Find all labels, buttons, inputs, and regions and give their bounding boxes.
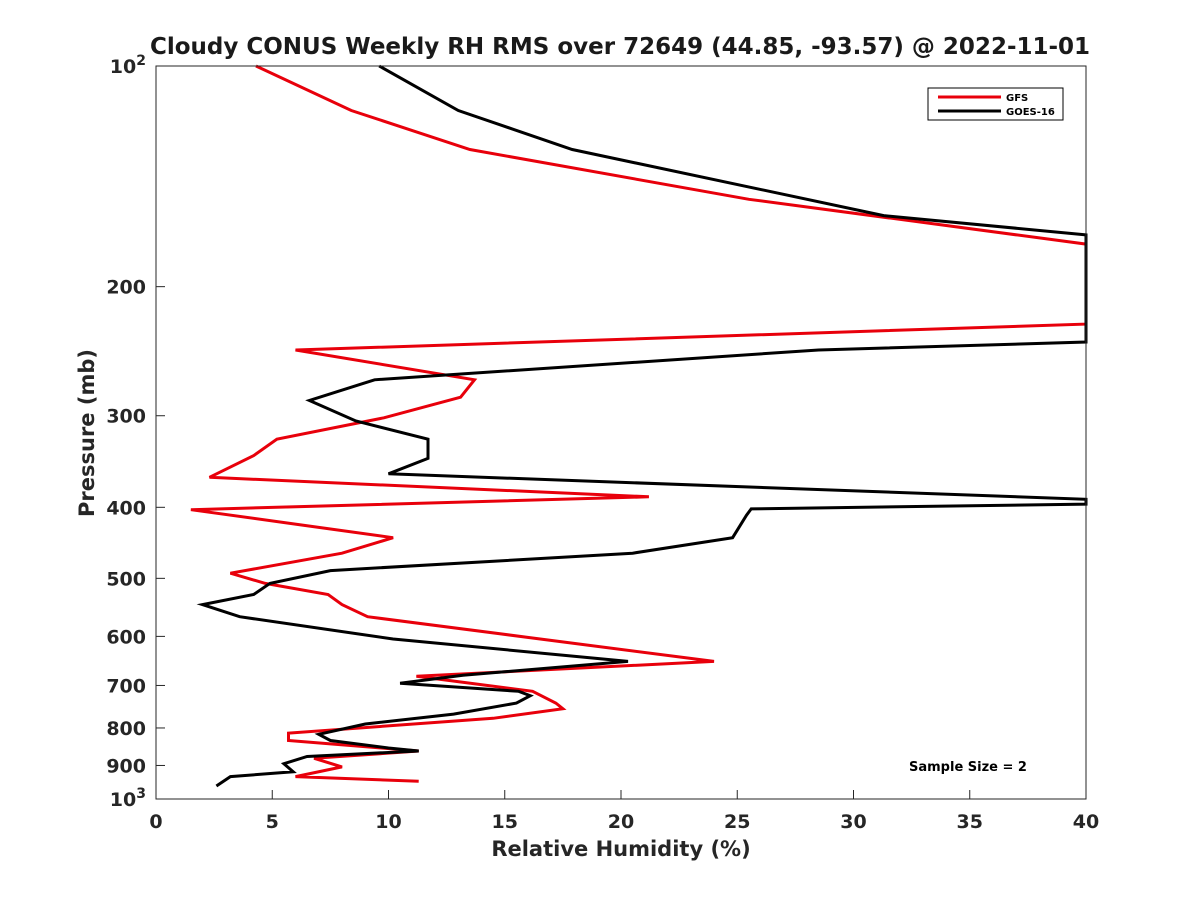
y-tick-label: 600 (106, 626, 146, 648)
x-tick-label: 20 (608, 811, 634, 833)
y-axis: 102 200 300 400 500 600 700 800 900 103 (106, 53, 165, 811)
x-tick-label: 30 (840, 811, 866, 833)
legend-label-goes16: GOES-16 (1006, 107, 1055, 118)
sample-size-annotation: Sample Size = 2 (909, 760, 1027, 775)
y-tick-label: 103 (110, 786, 146, 811)
x-tick-label: 35 (957, 811, 983, 833)
y-tick-label: 700 (106, 675, 146, 697)
x-axis: 0 5 10 15 20 25 30 35 40 (149, 790, 1099, 833)
series-line-goes16 (196, 64, 1088, 788)
y-tick-label: 102 (110, 53, 146, 78)
x-tick-label: 0 (149, 811, 162, 833)
y-tick-label: 500 (106, 568, 146, 590)
series-line-gfs (190, 64, 1088, 783)
y-tick-label: 400 (106, 497, 146, 519)
x-tick-label: 15 (492, 811, 518, 833)
y-tick-label: 300 (106, 406, 146, 428)
y-tick-label: 200 (106, 277, 146, 299)
y-tick-label: 900 (106, 755, 146, 777)
x-axis-label: Relative Humidity (%) (491, 837, 750, 861)
x-tick-label: 10 (375, 811, 401, 833)
legend-label-gfs: GFS (1006, 93, 1028, 104)
legend-box (927, 87, 1064, 121)
legend: GFS GOES-16 (927, 87, 1064, 121)
chart-title: Cloudy CONUS Weekly RH RMS over 72649 (4… (150, 34, 1090, 60)
x-tick-label: 25 (724, 811, 750, 833)
y-tick-label: 800 (106, 718, 146, 740)
x-tick-label: 40 (1073, 811, 1099, 833)
x-tick-label: 5 (266, 811, 279, 833)
y-axis-label: Pressure (mb) (75, 349, 99, 517)
